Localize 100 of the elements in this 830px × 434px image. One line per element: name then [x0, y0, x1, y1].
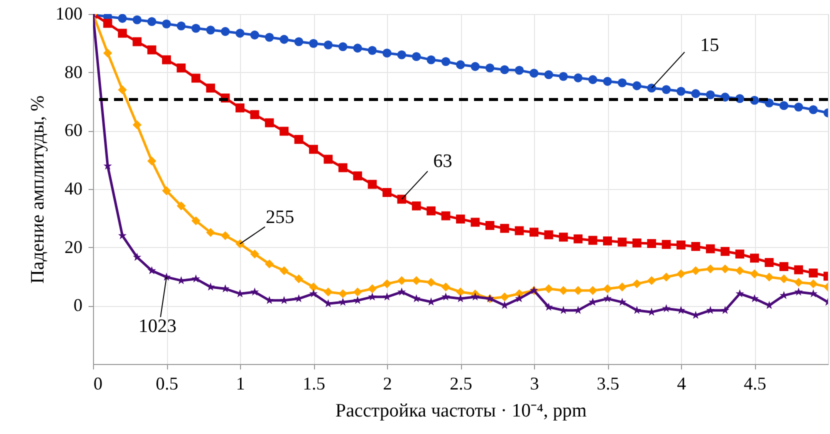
point: [294, 274, 304, 284]
point: [706, 90, 715, 100]
point: [162, 19, 171, 28]
x-tick-label: 0.5: [156, 374, 178, 394]
point: [353, 44, 362, 53]
point: [662, 304, 671, 312]
point: [118, 14, 127, 23]
point: [236, 103, 244, 112]
point: [662, 85, 671, 94]
point: [191, 216, 200, 226]
point: [397, 287, 406, 296]
point: [397, 50, 406, 60]
point: [647, 239, 656, 248]
point: [382, 48, 392, 58]
point: [794, 102, 804, 112]
point: [514, 226, 524, 236]
point: [250, 287, 259, 296]
x-tick-label: 2: [383, 374, 392, 394]
point: [632, 238, 642, 248]
point: [412, 201, 421, 210]
point: [764, 98, 774, 108]
point: [794, 278, 804, 287]
point: [338, 163, 348, 172]
point: [603, 76, 612, 86]
point: [603, 236, 612, 246]
point: [691, 266, 700, 276]
point: [676, 86, 686, 96]
point: [368, 180, 377, 189]
x-tick-label: 1: [236, 374, 245, 394]
point: [368, 46, 377, 55]
point: [324, 287, 333, 296]
point: [588, 75, 598, 84]
point: [426, 55, 436, 64]
annotation: 63: [433, 151, 452, 172]
point: [808, 268, 818, 278]
point: [118, 85, 127, 94]
point: [264, 118, 274, 128]
point: [324, 299, 332, 308]
point: [764, 258, 774, 267]
x-tick-label: 2.5: [450, 374, 472, 394]
point: [750, 254, 759, 263]
y-tick-label: 0: [74, 295, 82, 316]
point: [558, 286, 568, 295]
point: [147, 156, 156, 166]
point: [530, 228, 538, 237]
point: [691, 89, 700, 98]
point: [618, 282, 627, 292]
point: [250, 250, 260, 259]
point: [632, 306, 642, 314]
point: [470, 62, 480, 71]
point: [309, 144, 318, 154]
point: [280, 266, 289, 276]
point: [574, 306, 582, 314]
point: [236, 28, 244, 38]
point: [280, 34, 289, 44]
point: [456, 214, 465, 224]
point: [706, 264, 715, 274]
point: [618, 238, 627, 247]
point: [736, 289, 744, 298]
point: [264, 32, 274, 42]
point: [176, 63, 186, 72]
point: [265, 296, 274, 304]
point: [676, 240, 686, 250]
point: [162, 186, 171, 196]
point: [618, 78, 627, 88]
point: [426, 278, 436, 287]
point: [280, 126, 289, 136]
point: [397, 276, 406, 286]
point: [794, 265, 804, 274]
point: [470, 292, 480, 301]
point: [632, 279, 642, 288]
point: [441, 211, 450, 220]
point: [500, 292, 510, 302]
point: [662, 240, 671, 249]
point: [603, 294, 612, 302]
point: [441, 282, 450, 292]
point: [294, 134, 304, 144]
point: [558, 72, 568, 81]
point: [720, 264, 730, 274]
point: [764, 272, 774, 282]
point: [647, 84, 656, 93]
point: [500, 65, 510, 74]
point: [309, 289, 318, 298]
point: [544, 230, 554, 240]
point: [338, 289, 348, 298]
y-tick-label: 100: [56, 4, 82, 24]
x-tick-label: 4: [677, 374, 686, 394]
point: [720, 246, 730, 256]
point: [750, 269, 759, 278]
annotation: 255: [266, 206, 294, 228]
point: [808, 105, 818, 114]
x-axis-title: Расстройка частоты · 10⁻⁴, ppm: [335, 400, 587, 422]
point: [324, 154, 333, 164]
annotation: 15: [700, 35, 720, 56]
y-tick-label: 60: [64, 120, 82, 140]
point: [132, 252, 142, 261]
point: [176, 201, 186, 210]
point: [500, 224, 510, 233]
point: [103, 48, 112, 58]
y-tick-label: 20: [64, 236, 82, 257]
